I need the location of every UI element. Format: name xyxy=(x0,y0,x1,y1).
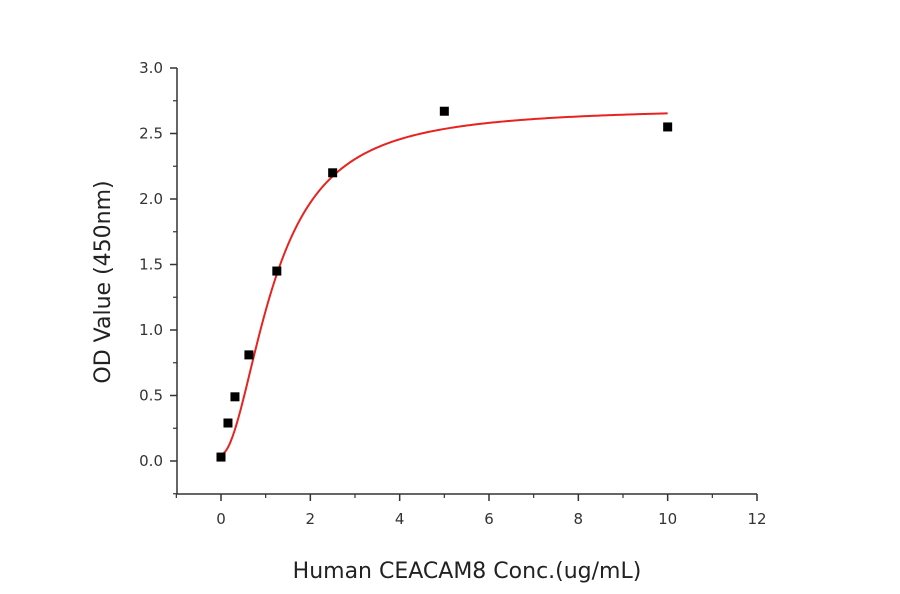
x-tick-label: 8 xyxy=(574,510,584,528)
data-point xyxy=(663,122,673,132)
data-point xyxy=(328,168,338,178)
y-tick-label: 1.5 xyxy=(139,256,163,274)
data-point xyxy=(223,418,233,428)
y-tick-label: 1.0 xyxy=(139,321,163,339)
data-point xyxy=(216,452,226,462)
y-tick-label: 0.0 xyxy=(139,452,163,470)
plot-area xyxy=(216,106,673,462)
data-point xyxy=(439,106,449,116)
x-tick-label: 4 xyxy=(395,510,405,528)
x-tick-label: 6 xyxy=(484,510,494,528)
y-axis-title: OD Value (450nm) xyxy=(91,180,116,383)
data-point xyxy=(272,266,282,276)
y-tick-label: 3.0 xyxy=(139,59,163,77)
axes: 0.0 0.5 1.0 1.5 2.0 2.5 3.0 0 2 4 6 8 10 12 xyxy=(139,59,766,528)
y-tick-label: 2.5 xyxy=(139,125,163,143)
data-point xyxy=(244,350,254,360)
data-point xyxy=(230,392,240,402)
x-axis-title: Human CEACAM8 Conc.(ug/mL) xyxy=(293,559,642,584)
x-tick-label: 0 xyxy=(216,510,226,528)
y-tick-label: 2.0 xyxy=(139,190,163,208)
fit-curve xyxy=(220,112,668,456)
x-tick-label: 10 xyxy=(658,510,677,528)
x-tick-label: 12 xyxy=(747,510,766,528)
x-tick-label: 2 xyxy=(306,510,316,528)
y-tick-label: 0.5 xyxy=(139,387,163,405)
